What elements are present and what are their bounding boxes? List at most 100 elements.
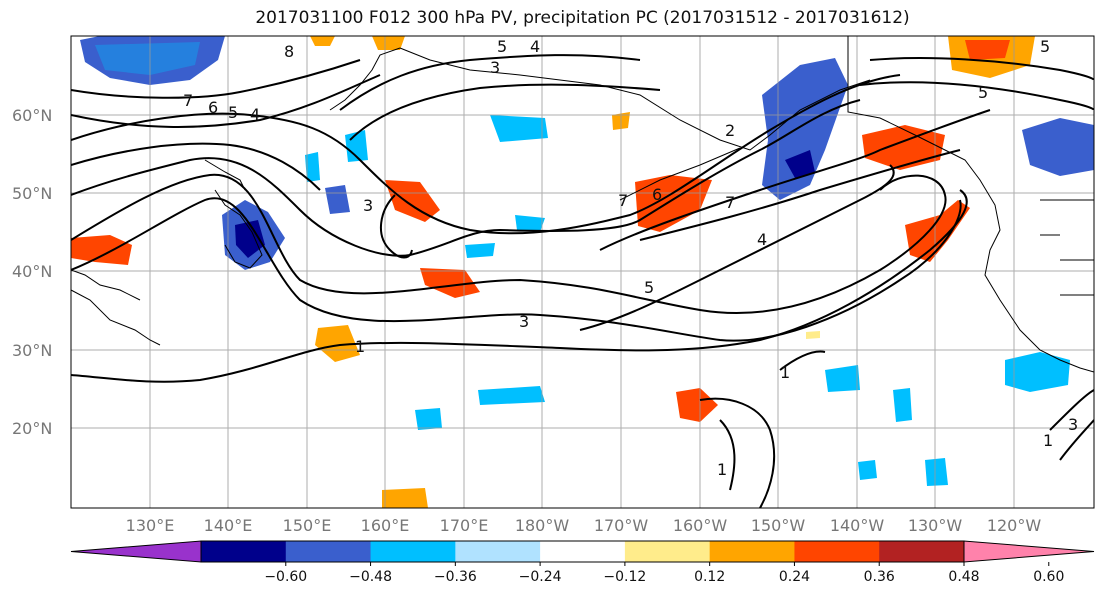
pv-contour-line: [779, 350, 826, 371]
contour-label: 3: [363, 196, 373, 215]
positive-anomaly-area: [420, 268, 480, 298]
contour-label: 3: [490, 58, 500, 77]
contour-label: 1: [355, 337, 365, 356]
contour-label: 4: [757, 230, 767, 249]
pv-contour-line: [579, 164, 895, 331]
contour-label: 4: [250, 105, 260, 124]
positive-anomaly-area: [635, 175, 712, 232]
pv-contour-line: [1049, 389, 1094, 431]
colorbar-segment: [455, 541, 541, 562]
pv-contours: [71, 54, 1094, 508]
pv-contour-line: [349, 83, 661, 141]
negative-anomaly-area: [925, 458, 948, 486]
contour-label: 4: [530, 37, 540, 56]
longitude-label: 170°W: [594, 516, 649, 535]
contour-label: 3: [519, 312, 529, 331]
contour-label: 7: [183, 91, 193, 110]
longitude-labels: 130°E 140°E 150°E 160°E 170°E 180°W 170°…: [126, 516, 1042, 535]
negative-anomaly-area: [858, 460, 877, 480]
positive-anomaly-area: [71, 235, 132, 265]
contour-label: 1: [717, 460, 727, 479]
longitude-label: 130°E: [126, 516, 175, 535]
colorbar-segment: [879, 541, 965, 562]
colorbar-segment: [540, 541, 626, 562]
positive-anomaly-area: [315, 325, 360, 362]
negative-anomaly-area: [1022, 118, 1094, 176]
colorbar-tick-label: −0.12: [603, 569, 646, 585]
negative-anomaly-area: [305, 152, 320, 182]
contour-label: 6: [652, 185, 662, 204]
negative-anomaly-area: [893, 388, 912, 422]
map-title: 2017031100 F012 300 hPa PV, precipitatio…: [255, 8, 910, 28]
longitude-label: 140°W: [830, 516, 885, 535]
colorbar-tick-label: 0.36: [864, 569, 895, 585]
longitude-label: 160°E: [361, 516, 410, 535]
pv-contour-labels: 8 7 6 5 4 5 3 3 4 7 6 7 5 3 1 5 4 1 1 1 …: [183, 37, 1078, 479]
positive-anomaly-area: [806, 331, 820, 339]
colorbar-segment: [709, 541, 795, 562]
colorbar-outline: [200, 540, 965, 563]
negative-anomaly-area: [415, 408, 442, 430]
contour-label: 2: [725, 121, 735, 140]
colorbar-segment: [285, 541, 372, 562]
colorbar-tick-label: 0.24: [779, 569, 810, 585]
contour-label: 5: [497, 37, 507, 56]
coastlines: [71, 36, 1094, 373]
negative-anomaly-area: [95, 42, 200, 75]
latitude-label: 50°N: [12, 184, 52, 203]
pv-contour-line: [639, 149, 961, 241]
contour-label: 3: [1068, 415, 1078, 434]
colorbar-tick-label: −0.60: [264, 569, 307, 585]
negative-anomaly-area: [490, 115, 548, 142]
longitude-label: 140°E: [204, 516, 253, 535]
positive-anomaly-area: [965, 40, 1010, 60]
latitude-label: 30°N: [12, 341, 52, 360]
longitude-label: 170°E: [440, 516, 489, 535]
colorbar: −0.60 −0.48 −0.36 −0.24 −0.12 0.12 0.24 0.36 0.4…: [70, 540, 1095, 585]
negative-anomaly-area: [325, 185, 350, 214]
colorbar-extend-high: [963, 540, 1095, 563]
negative-anomaly-area: [465, 243, 495, 258]
pv-contour-line: [71, 189, 968, 383]
negative-anomaly-area: [80, 36, 225, 85]
pv-contour-line: [379, 194, 413, 259]
colorbar-tick-label: 0.12: [694, 569, 725, 585]
negative-anomaly-area: [235, 220, 265, 258]
map-background: [71, 36, 1094, 508]
colorbar-tick-label: −0.48: [349, 569, 392, 585]
pv-contour-line: [71, 197, 962, 342]
longitude-label: 180°W: [515, 516, 570, 535]
pv-contour-line: [71, 59, 361, 99]
contour-label: 5: [228, 103, 238, 122]
longitude-label: 150°W: [751, 516, 806, 535]
negative-anomaly-area: [762, 58, 848, 200]
colorbar-segment: [794, 541, 880, 562]
colorbar-segment: [370, 541, 456, 562]
pv-contour-line: [71, 74, 901, 235]
contour-label: 8: [284, 42, 294, 61]
colorbar-tick-label: 0.48: [948, 569, 979, 585]
pv-contour-line: [859, 81, 1094, 111]
latitude-labels: 60°N 50°N 40°N 30°N 20°N: [12, 106, 52, 438]
negative-anomaly-area: [825, 365, 860, 392]
colorbar-segment: [201, 541, 287, 562]
pv-contour-line: [719, 419, 736, 491]
longitude-label: 150°E: [283, 516, 332, 535]
latitude-label: 20°N: [12, 419, 52, 438]
pv-contour-line: [869, 57, 1094, 81]
positive-anomaly-area: [905, 200, 970, 262]
contour-label: 1: [780, 363, 790, 382]
contour-label: 7: [618, 191, 628, 210]
contour-label: 6: [208, 98, 218, 117]
pv-contour-line: [699, 397, 776, 508]
colorbar-tick-label: 0.60: [1033, 569, 1064, 585]
pv-contour-line: [599, 109, 991, 251]
graticule: [71, 36, 1094, 508]
colorbar-segment: [624, 541, 711, 562]
contour-label: 5: [644, 278, 654, 297]
colorbar-tick-label: −0.36: [434, 569, 477, 585]
positive-anomaly-area: [676, 388, 718, 422]
contour-label: 5: [1040, 37, 1050, 56]
pv-contour-line: [71, 74, 381, 128]
